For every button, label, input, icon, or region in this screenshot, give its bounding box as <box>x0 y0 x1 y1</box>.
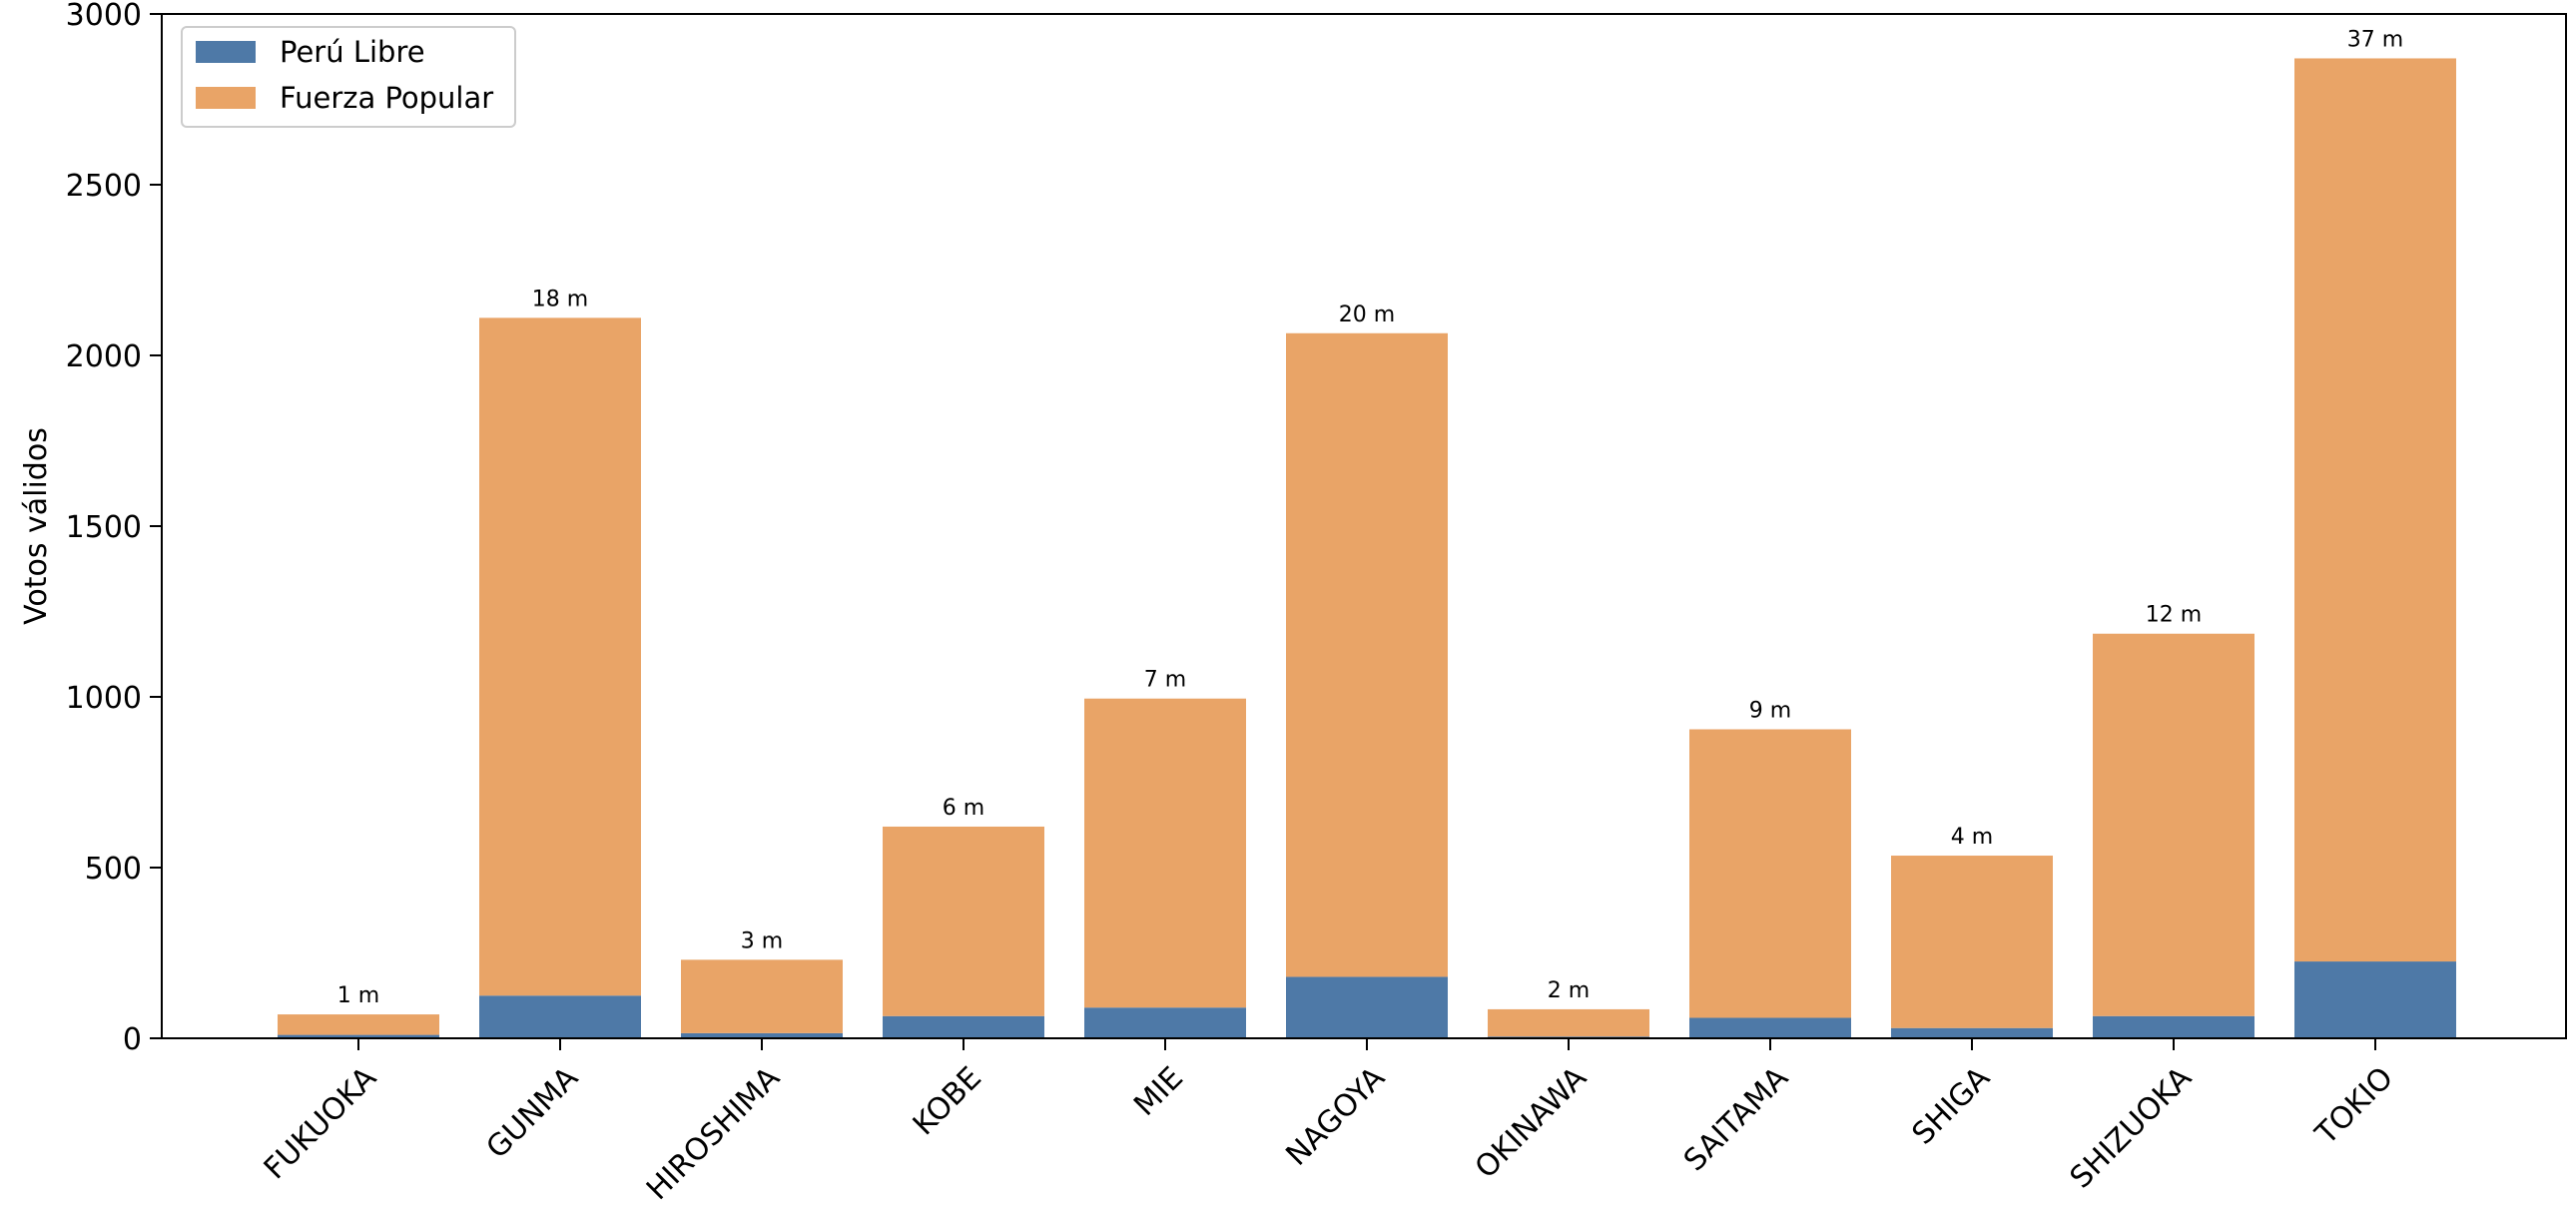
y-tick-label: 1500 <box>66 510 142 545</box>
x-tick-label-hiroshima: HIROSHIMA <box>640 1060 787 1207</box>
bar-per-libre-mie <box>1084 1007 1246 1038</box>
x-tick-label-nagoya: NAGOYA <box>1279 1060 1392 1173</box>
bar-fuerza-popular-tokio <box>2294 58 2456 962</box>
legend-swatch-fuerza-popular <box>196 87 256 109</box>
bar-per-libre-gunma <box>479 995 641 1038</box>
bar-fuerza-popular-mie <box>1084 698 1246 1008</box>
legend-label-fuerza-popular: Fuerza Popular <box>280 81 493 115</box>
x-tick-label-gunma: GUNMA <box>480 1060 586 1166</box>
x-tick-label-mie: MIE <box>1127 1060 1190 1123</box>
bar-total-label-shiga: 4 m <box>1951 825 1993 850</box>
plot-frame <box>161 13 2567 1039</box>
bar-fuerza-popular-nagoya <box>1286 332 1448 977</box>
bar-fuerza-popular-shizuoka <box>2093 633 2254 1016</box>
y-tick-label: 3000 <box>66 0 142 33</box>
bar-total-label-hiroshima: 3 m <box>741 928 783 953</box>
y-tick-label: 0 <box>123 1022 142 1057</box>
x-tick-label-fukuoka: FUKUOKA <box>258 1060 383 1186</box>
legend: Perú Libre Fuerza Popular <box>181 26 516 128</box>
bar-fuerza-popular-shiga <box>1891 856 2053 1028</box>
bars-layer: 1 m 18 m 3 m 6 m 7 m 20 m 2 m 9 m 4 m 12 m 37 m <box>278 27 2456 1038</box>
bar-fuerza-popular-gunma <box>479 317 641 996</box>
x-tick-label-shizuoka: SHIZUOKA <box>2064 1060 2200 1196</box>
y-tick-label: 500 <box>85 852 142 887</box>
bar-per-libre-kobe <box>883 1015 1044 1038</box>
bar-total-label-mie: 7 m <box>1144 668 1186 693</box>
bar-total-label-kobe: 6 m <box>943 796 984 821</box>
bar-per-libre-hiroshima <box>681 1032 843 1038</box>
legend-label-peru-libre: Perú Libre <box>280 35 425 69</box>
bar-fuerza-popular-kobe <box>883 826 1044 1016</box>
legend-box <box>181 26 516 128</box>
x-tick-label-kobe: KOBE <box>907 1060 988 1142</box>
y-axis-title: Votos válidos <box>19 427 54 625</box>
bar-total-label-fukuoka: 1 m <box>337 983 379 1008</box>
bar-per-libre-shizuoka <box>2093 1015 2254 1038</box>
y-axis: 0 500 1000 1500 2000 2500 3000 <box>66 0 162 1057</box>
bar-total-label-saitama: 9 m <box>1749 698 1791 723</box>
bar-fuerza-popular-okinawa <box>1488 1008 1649 1037</box>
bar-per-libre-nagoya <box>1286 976 1448 1038</box>
bar-per-libre-saitama <box>1689 1017 1851 1038</box>
bar-total-label-nagoya: 20 m <box>1339 303 1395 327</box>
y-tick-label: 2000 <box>66 339 142 374</box>
bar-fuerza-popular-fukuoka <box>278 1014 439 1035</box>
y-tick-label: 1000 <box>66 681 142 716</box>
bar-total-label-okinawa: 2 m <box>1548 978 1590 1003</box>
bar-total-label-tokio: 37 m <box>2347 27 2403 52</box>
bar-per-libre-tokio <box>2294 961 2456 1038</box>
legend-swatch-peru-libre <box>196 41 256 63</box>
x-tick-label-shiga: SHIGA <box>1906 1060 1998 1152</box>
bar-total-label-shizuoka: 12 m <box>2146 603 2202 628</box>
x-tick-label-saitama: SAITAMA <box>1677 1060 1795 1178</box>
x-axis: FUKUOKA GUNMA HIROSHIMA KOBE MIE NAGOYA OKINAW… <box>258 1038 2400 1207</box>
bar-per-libre-fukuoka <box>278 1034 439 1038</box>
bar-per-libre-shiga <box>1891 1027 2053 1038</box>
bar-total-label-gunma: 18 m <box>532 287 588 311</box>
bar-fuerza-popular-hiroshima <box>681 959 843 1033</box>
x-tick-label-tokio: TOKIO <box>2308 1060 2400 1152</box>
bar-fuerza-popular-saitama <box>1689 729 1851 1018</box>
x-tick-label-okinawa: OKINAWA <box>1469 1060 1594 1185</box>
y-tick-label: 2500 <box>66 169 142 204</box>
